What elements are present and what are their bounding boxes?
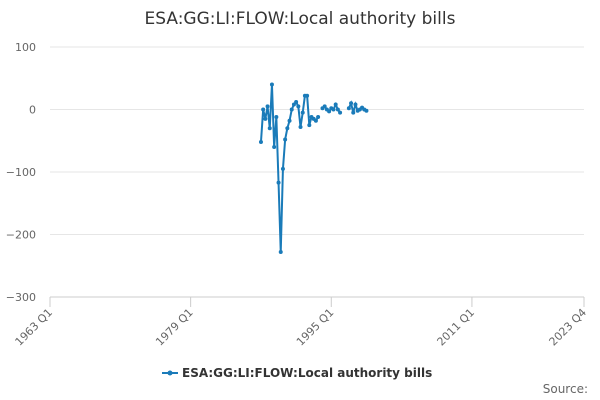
y-tick-label: −100 <box>6 166 36 179</box>
data-point <box>278 250 283 254</box>
data-point <box>274 115 279 119</box>
data-point <box>364 108 369 113</box>
data-point <box>338 110 343 115</box>
x-tick-label: 1963 Q1 <box>13 306 56 349</box>
data-point <box>283 137 288 142</box>
data-point <box>327 109 332 114</box>
data-point <box>322 104 327 109</box>
data-point <box>261 107 266 112</box>
x-tick-label: 2023 Q4 <box>547 306 590 349</box>
y-tick-label: −200 <box>6 229 36 242</box>
data-point <box>353 102 358 107</box>
source-label: Source: <box>543 382 588 396</box>
y-tick-label: −300 <box>6 291 36 304</box>
x-tick-label: 1979 Q1 <box>153 306 196 349</box>
data-point <box>272 145 277 149</box>
data-point <box>313 118 318 123</box>
data-point <box>265 104 270 109</box>
legend-label: ESA:GG:LI:FLOW:Local authority bills <box>182 366 432 380</box>
y-tick-label: 100 <box>15 41 36 54</box>
data-point <box>296 104 301 109</box>
data-point <box>333 102 338 107</box>
data-point <box>351 110 356 115</box>
data-point <box>294 100 299 104</box>
x-tick-label: 1995 Q1 <box>294 306 337 349</box>
data-point <box>346 106 351 111</box>
data-point <box>276 180 281 185</box>
data-point <box>285 126 290 131</box>
data-point <box>267 126 272 131</box>
data-point <box>280 166 285 171</box>
x-tick-label: 2011 Q1 <box>435 306 478 349</box>
data-point <box>316 115 321 119</box>
chart-title: ESA:GG:LI:FLOW:Local authority bills <box>145 9 456 29</box>
data-point <box>300 110 305 115</box>
data-point <box>305 93 310 98</box>
data-point <box>269 82 274 87</box>
data-point <box>335 107 340 112</box>
y-tick-label: 0 <box>29 104 36 117</box>
data-point <box>287 118 292 123</box>
legend-marker <box>167 370 173 376</box>
data-point <box>298 125 303 129</box>
data-point <box>307 123 312 128</box>
data-point <box>258 140 263 144</box>
data-point <box>289 107 294 112</box>
data-point <box>263 116 268 121</box>
data-point <box>331 107 336 112</box>
data-point <box>349 101 354 106</box>
